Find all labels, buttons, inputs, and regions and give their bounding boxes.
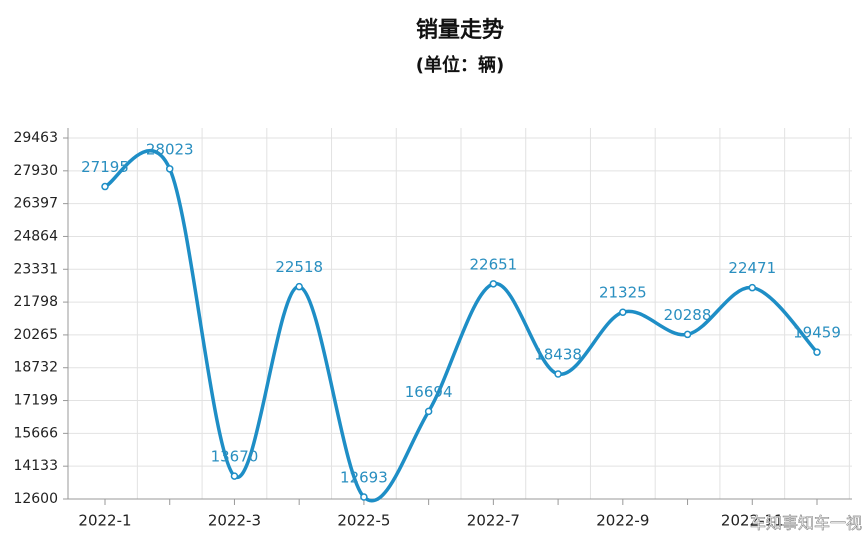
y-tick-label: 21798 [13,294,58,310]
data-label: 19459 [793,324,841,342]
watermark: 车知事知车一视 [750,514,862,533]
point [683,330,692,339]
point [101,182,109,191]
point [165,165,174,173]
data-label: 22518 [275,258,323,276]
y-tick-label: 17199 [13,393,58,409]
y-tick-label: 26397 [13,196,58,212]
x-tick-label: 2022-1 [78,512,131,530]
chart-title: 销量走势 [416,17,504,43]
point [813,348,821,356]
point [748,283,757,292]
chart-subtitle: (单位：辆) [416,54,504,76]
y-tick-label: 12600 [13,491,58,507]
x-tick-label: 2022-9 [596,512,649,530]
y-tick-label: 18732 [13,360,58,376]
y-tick-label: 23331 [13,261,58,277]
data-label: 28023 [146,140,194,158]
point [295,282,303,291]
data-label: 20288 [664,306,712,324]
data-label: 21325 [599,284,647,302]
x-tick-label: 2022-5 [337,512,390,530]
x-tick-label: 2022-7 [467,512,520,530]
point [619,308,627,316]
point [230,472,239,480]
point [489,280,498,288]
y-tick-label: 24864 [13,228,58,244]
point [554,370,562,378]
y-tick-label: 14133 [13,458,58,474]
x-tick-label: 2022-3 [208,512,261,530]
y-tick-label: 20265 [13,327,58,343]
point [424,407,433,416]
point [360,493,368,501]
data-label: 22471 [728,259,776,277]
data-label: 12693 [340,469,388,487]
line [104,149,819,503]
data-label: 16694 [405,383,453,401]
data-label: 13670 [211,448,259,466]
y-tick-label: 27930 [13,163,58,179]
x-tick-label: 2022-11 [721,512,784,530]
data-label: 22651 [470,255,518,273]
data-label: 18438 [534,346,582,364]
y-tick-label: 15666 [13,425,58,441]
y-tick-label: 29463 [13,130,58,146]
data-label: 27195 [81,158,129,176]
